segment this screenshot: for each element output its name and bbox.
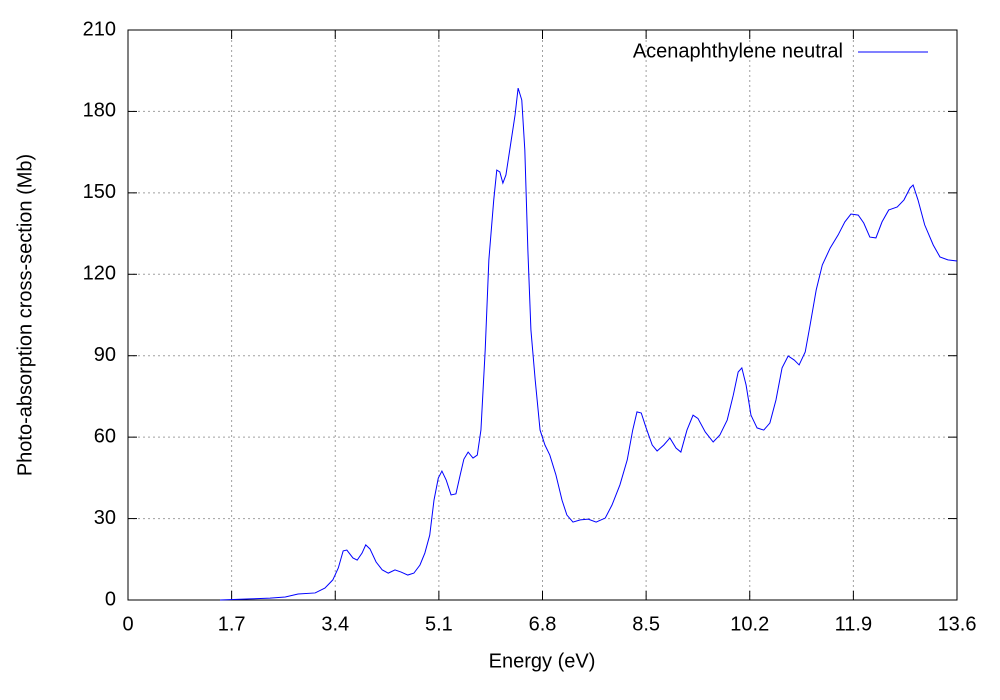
x-tick-label: 6.8 — [529, 613, 557, 635]
x-tick-label: 8.5 — [632, 613, 660, 635]
x-tick-label: 0 — [122, 613, 133, 635]
x-tick-label: 13.6 — [938, 613, 977, 635]
y-axis-label: Photo-absorption cross-section (Mb) — [14, 154, 36, 476]
x-tick-label: 5.1 — [425, 613, 453, 635]
data-line — [220, 87, 958, 601]
x-tick-label: 1.7 — [218, 613, 246, 635]
x-tick-label: 3.4 — [321, 613, 349, 635]
y-tick-label: 30 — [94, 507, 116, 529]
x-tick-label: 11.9 — [835, 613, 872, 635]
plot-border — [127, 29, 958, 601]
y-tick-label: 90 — [94, 344, 116, 366]
y-tick-label: 150 — [83, 181, 116, 203]
y-tick-label: 180 — [83, 100, 116, 122]
y-tick-label: 120 — [83, 263, 116, 285]
x-axis-label: Energy (eV) — [489, 650, 596, 672]
y-tick-label: 60 — [94, 425, 116, 447]
y-tick-label: 210 — [83, 18, 116, 40]
x-tick-label: 10.2 — [730, 613, 769, 635]
y-tick-label: 0 — [105, 588, 116, 610]
legend-label: Acenaphthylene neutral — [633, 40, 843, 62]
